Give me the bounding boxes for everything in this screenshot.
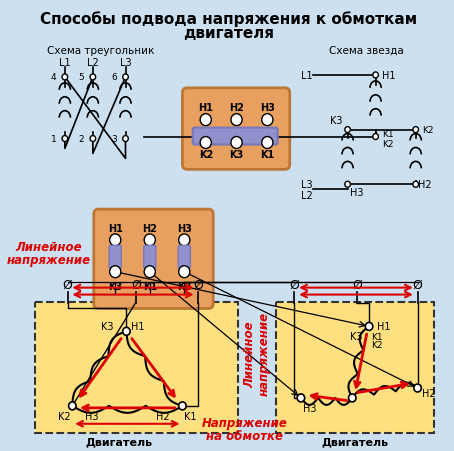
Text: K3: K3 [101, 322, 114, 331]
Circle shape [62, 75, 68, 81]
Circle shape [373, 73, 378, 79]
FancyBboxPatch shape [276, 302, 434, 433]
Circle shape [262, 137, 273, 149]
Circle shape [179, 266, 190, 278]
Text: 2: 2 [79, 135, 84, 144]
FancyBboxPatch shape [35, 302, 238, 433]
Circle shape [90, 136, 96, 142]
Circle shape [123, 136, 128, 142]
Text: Схема треугольник: Схема треугольник [47, 46, 154, 56]
Text: K2: K2 [177, 281, 192, 291]
Text: K2: K2 [371, 340, 382, 349]
Circle shape [414, 384, 421, 392]
Text: L1: L1 [301, 71, 312, 81]
Text: K3: K3 [350, 331, 363, 341]
FancyBboxPatch shape [109, 246, 121, 269]
Circle shape [69, 402, 76, 410]
Circle shape [297, 394, 305, 402]
Text: Схема звезда: Схема звезда [329, 46, 404, 56]
Circle shape [231, 115, 242, 126]
Circle shape [345, 127, 350, 133]
Circle shape [373, 134, 378, 140]
Text: K2: K2 [199, 150, 213, 160]
Text: L2: L2 [301, 191, 313, 201]
Text: Ø: Ø [290, 279, 299, 291]
Text: Линейное: Линейное [16, 241, 82, 254]
FancyBboxPatch shape [144, 246, 156, 269]
Text: H2: H2 [142, 224, 157, 234]
FancyBboxPatch shape [192, 129, 277, 145]
Text: Ø: Ø [413, 279, 423, 291]
Text: Ø: Ø [193, 279, 203, 291]
Circle shape [123, 75, 128, 81]
Text: L3: L3 [301, 180, 312, 190]
Text: H2: H2 [229, 102, 244, 112]
Text: H3: H3 [177, 224, 192, 234]
Text: K1: K1 [143, 281, 157, 291]
Text: H2: H2 [422, 388, 436, 398]
Text: K1: K1 [382, 130, 394, 139]
Text: K2: K2 [58, 411, 70, 421]
Text: K3: K3 [108, 281, 123, 291]
Text: H2: H2 [418, 180, 431, 190]
Text: Ø: Ø [63, 279, 73, 291]
Text: K2: K2 [422, 126, 434, 135]
Circle shape [200, 137, 212, 149]
Circle shape [90, 75, 96, 81]
Circle shape [413, 182, 419, 188]
Text: 4: 4 [51, 73, 56, 82]
Text: K1: K1 [371, 332, 383, 341]
Text: Ø: Ø [131, 279, 141, 291]
Circle shape [144, 266, 155, 278]
Text: напряжение: напряжение [7, 254, 91, 267]
Circle shape [62, 136, 68, 142]
Text: Ø: Ø [352, 279, 362, 291]
Circle shape [349, 394, 356, 402]
FancyBboxPatch shape [183, 89, 290, 170]
Text: H1: H1 [131, 322, 145, 331]
Text: 5: 5 [79, 73, 84, 82]
Circle shape [179, 235, 190, 246]
Circle shape [109, 235, 121, 246]
Text: K3: K3 [229, 150, 244, 160]
Text: Напряжение: Напряжение [202, 416, 288, 429]
Text: H3: H3 [85, 411, 99, 421]
Text: H3: H3 [260, 102, 275, 112]
Text: 6: 6 [111, 73, 117, 82]
Text: L1: L1 [59, 58, 71, 68]
Circle shape [109, 266, 121, 278]
Circle shape [413, 127, 419, 133]
Circle shape [123, 327, 130, 336]
Text: K1: K1 [184, 411, 197, 421]
Circle shape [262, 115, 273, 126]
Text: K2: K2 [382, 140, 394, 149]
Text: L3: L3 [120, 58, 131, 68]
Text: Линейное
напряжение: Линейное напряжение [243, 312, 271, 396]
Text: двигателя: двигателя [183, 26, 274, 41]
Circle shape [144, 235, 155, 246]
Text: H3: H3 [350, 188, 364, 198]
Text: K3: K3 [331, 115, 343, 125]
Text: Двигатель: Двигатель [85, 437, 153, 446]
Text: 1: 1 [51, 135, 56, 144]
Circle shape [365, 322, 373, 331]
Text: K1: K1 [260, 150, 275, 160]
Text: H3: H3 [303, 403, 316, 413]
Text: Двигатель: Двигатель [321, 437, 389, 446]
FancyBboxPatch shape [178, 246, 190, 269]
Circle shape [231, 137, 242, 149]
Text: H1: H1 [376, 322, 390, 331]
Text: H1: H1 [198, 102, 213, 112]
Text: H1: H1 [108, 224, 123, 234]
Text: Способы подвода напряжения к обмоткам: Способы подвода напряжения к обмоткам [39, 11, 417, 27]
FancyBboxPatch shape [94, 210, 213, 309]
Circle shape [179, 402, 186, 410]
Text: L2: L2 [87, 58, 99, 68]
Circle shape [200, 115, 212, 126]
Text: H2: H2 [156, 411, 169, 421]
Text: 3: 3 [111, 135, 117, 144]
Circle shape [345, 182, 350, 188]
Text: H1: H1 [382, 71, 395, 81]
Text: на обмотке: на обмотке [207, 429, 283, 442]
